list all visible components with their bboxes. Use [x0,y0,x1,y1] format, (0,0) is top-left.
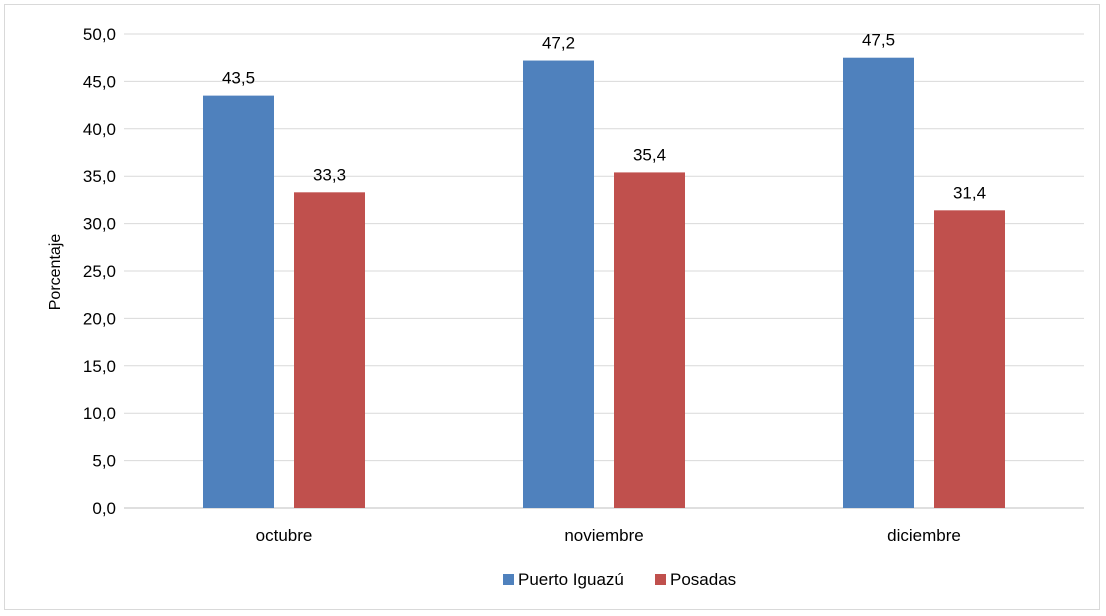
data-label: 47,2 [542,34,575,53]
bar [843,57,914,508]
bar [614,172,685,508]
gridlines [124,33,1084,509]
y-tick-label: 5,0 [92,452,116,471]
y-tick-label: 40,0 [83,120,116,139]
y-tick-label: 30,0 [83,215,116,234]
legend-swatch [503,574,514,585]
legend-label: Posadas [670,570,736,589]
x-axis-categories: octubre noviembre diciembre [256,526,961,545]
bar [203,95,274,509]
y-axis-ticks: 0,0 5,0 10,0 15,0 20,0 25,0 30,0 35,0 40,0 45,0 50… [83,25,116,518]
data-label: 35,4 [633,145,666,164]
y-tick-label: 45,0 [83,72,116,91]
legend-label: Puerto Iguazú [518,570,624,589]
x-category-label: diciembre [887,526,961,545]
x-category-label: noviembre [564,526,643,545]
bar [934,210,1005,508]
y-tick-label: 15,0 [83,357,116,376]
bar [294,192,365,509]
x-category-label: octubre [256,526,313,545]
data-label: 47,5 [862,31,895,50]
y-tick-label: 50,0 [83,25,116,44]
y-tick-label: 10,0 [83,404,116,423]
bars [203,57,1005,509]
y-axis-label: Porcentaje [47,234,64,311]
y-tick-label: 25,0 [83,262,116,281]
legend-swatch [655,574,666,585]
y-tick-label: 35,0 [83,167,116,186]
legend: Puerto Iguazú Posadas [503,570,736,589]
bar [523,60,594,508]
y-tick-label: 20,0 [83,309,116,328]
data-labels: 43,5 33,3 47,2 35,4 47,5 31,4 [222,31,986,203]
y-tick-label: 0,0 [92,499,116,518]
data-label: 33,3 [313,165,346,184]
data-label: 43,5 [222,69,255,88]
data-label: 31,4 [953,183,986,202]
